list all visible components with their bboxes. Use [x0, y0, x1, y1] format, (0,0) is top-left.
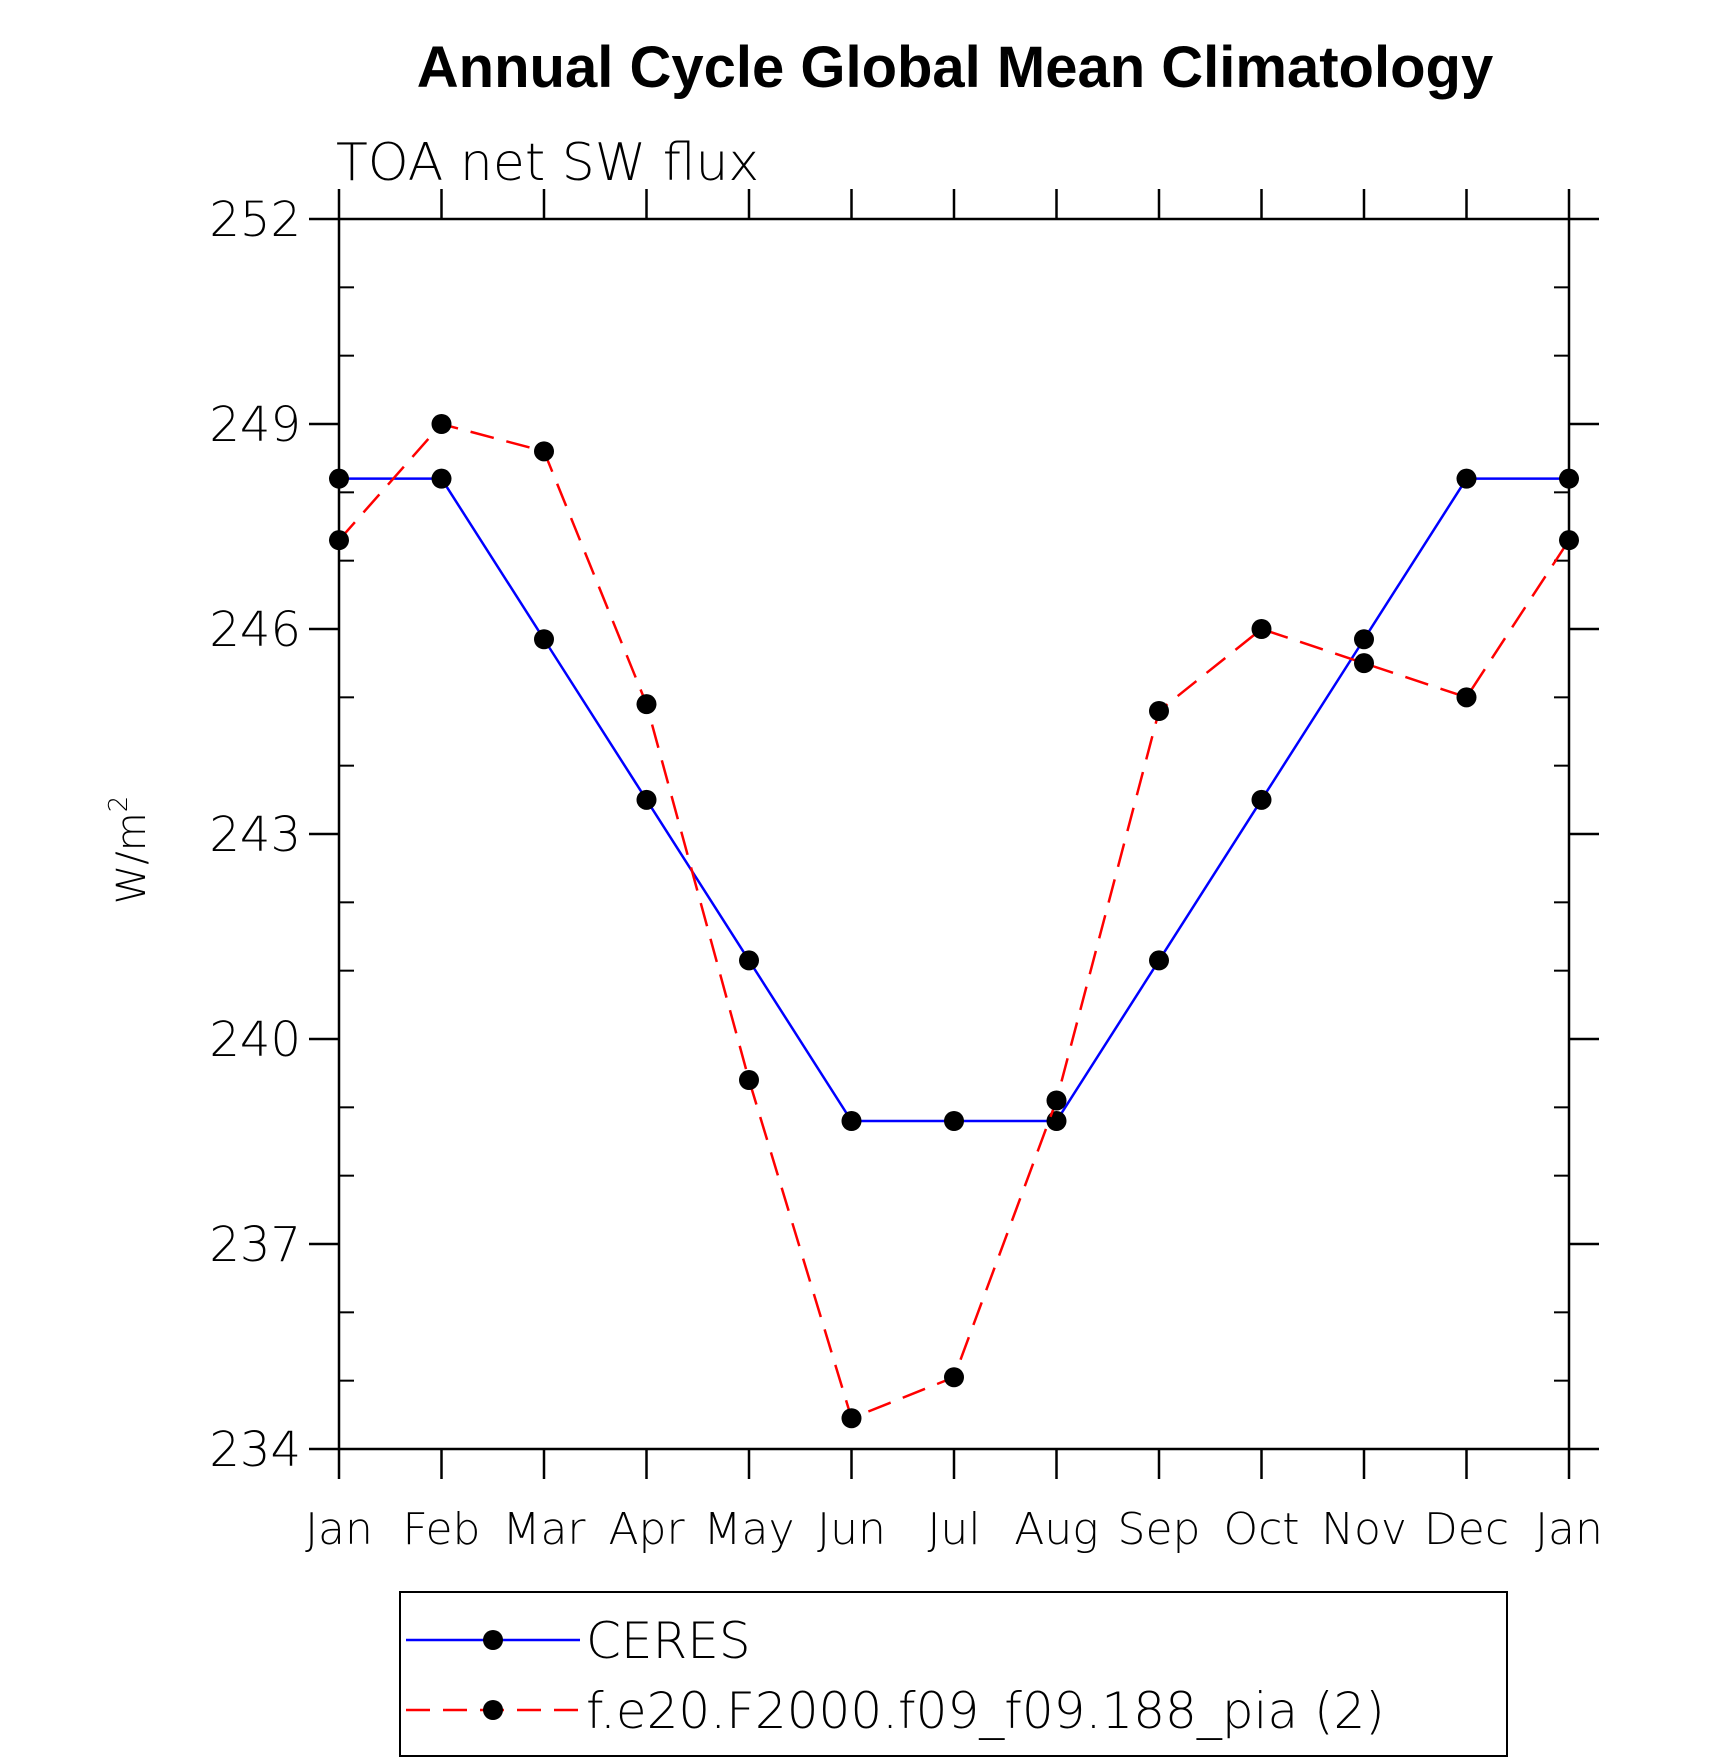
legend-marker: [483, 1630, 503, 1650]
x-tick-label: May: [704, 1504, 795, 1555]
data-point: [944, 1111, 964, 1131]
y-tick-label: 237: [209, 1217, 301, 1273]
series-1: [329, 468, 1579, 1131]
data-point: [739, 1070, 759, 1090]
x-tick-label: Nov: [1321, 1504, 1407, 1555]
y-axis: 234 237 240 243 246 249 252: [209, 192, 1599, 1478]
y-axis-label: W/m2: [104, 796, 155, 905]
x-tick-label: Feb: [403, 1504, 481, 1555]
data-point: [636, 789, 657, 810]
data-point: [329, 468, 349, 489]
y-tick-label: 252: [209, 192, 301, 248]
data-point: [944, 1367, 964, 1388]
x-axis: Jan Feb Mar Apr May Jun Jul Aug Sep Oct Nov Dec Jan: [305, 189, 1603, 1555]
data-point: [1149, 950, 1169, 971]
x-tick-label: Jan: [1535, 1504, 1603, 1555]
data-point: [841, 1111, 862, 1131]
data-point: [1354, 653, 1374, 674]
x-tick-label: Sep: [1118, 1504, 1201, 1555]
y-tick-label: 240: [209, 1012, 301, 1068]
data-point: [1354, 629, 1374, 650]
series-2: [329, 414, 1579, 1429]
data-point: [1456, 687, 1477, 708]
chart-subtitle: TOA net SW flux: [336, 133, 759, 193]
series-line: [338, 422, 1571, 1420]
y-tick-label: 234: [209, 1422, 301, 1478]
data-point: [534, 629, 554, 650]
y-axis-label-superscript: 2: [104, 796, 134, 813]
data-point: [739, 950, 759, 971]
data-point: [1251, 789, 1272, 810]
x-tick-label: Mar: [502, 1504, 586, 1555]
data-point: [1456, 468, 1477, 489]
data-point: [636, 694, 657, 715]
data-point: [431, 468, 452, 489]
series-line: [339, 477, 1569, 1123]
y-tick-label: 246: [209, 602, 301, 658]
data-point: [1251, 619, 1272, 639]
data-point: [841, 1408, 862, 1429]
data-point: [1046, 1090, 1067, 1111]
x-tick-label: Aug: [1014, 1504, 1098, 1555]
x-tick-label: Dec: [1424, 1504, 1509, 1555]
chart-title: Annual Cycle Global Mean Climatology: [417, 35, 1493, 100]
data-point: [534, 441, 554, 462]
data-point: [431, 414, 452, 434]
data-point: [1559, 468, 1579, 489]
plot-frame: [337, 217, 1571, 1451]
legend-box: [399, 1591, 1508, 1757]
plot-border: [337, 217, 1571, 1451]
x-tick-label: Jan: [305, 1504, 373, 1555]
y-axis-label-unit: W/m: [109, 812, 155, 904]
data-point: [1149, 701, 1169, 721]
legend: CERES f.e20.F2000.f09_f09.188_pia (2): [399, 1591, 1508, 1757]
legend-marker: [483, 1700, 503, 1720]
data-point: [1046, 1111, 1067, 1131]
data-point: [1559, 530, 1579, 551]
data-point: [329, 530, 349, 551]
series-layer: [329, 414, 1579, 1429]
x-tick-label: Jun: [817, 1504, 886, 1555]
y-tick-label: 249: [209, 397, 301, 453]
x-tick-label: Oct: [1223, 1504, 1299, 1555]
x-tick-label: Jul: [927, 1504, 980, 1555]
legend-label: CERES: [586, 1612, 751, 1670]
legend-label: f.e20.F2000.f09_f09.188_pia (2): [586, 1682, 1385, 1740]
x-tick-label: Apr: [608, 1504, 685, 1555]
y-tick-label: 243: [209, 807, 301, 863]
